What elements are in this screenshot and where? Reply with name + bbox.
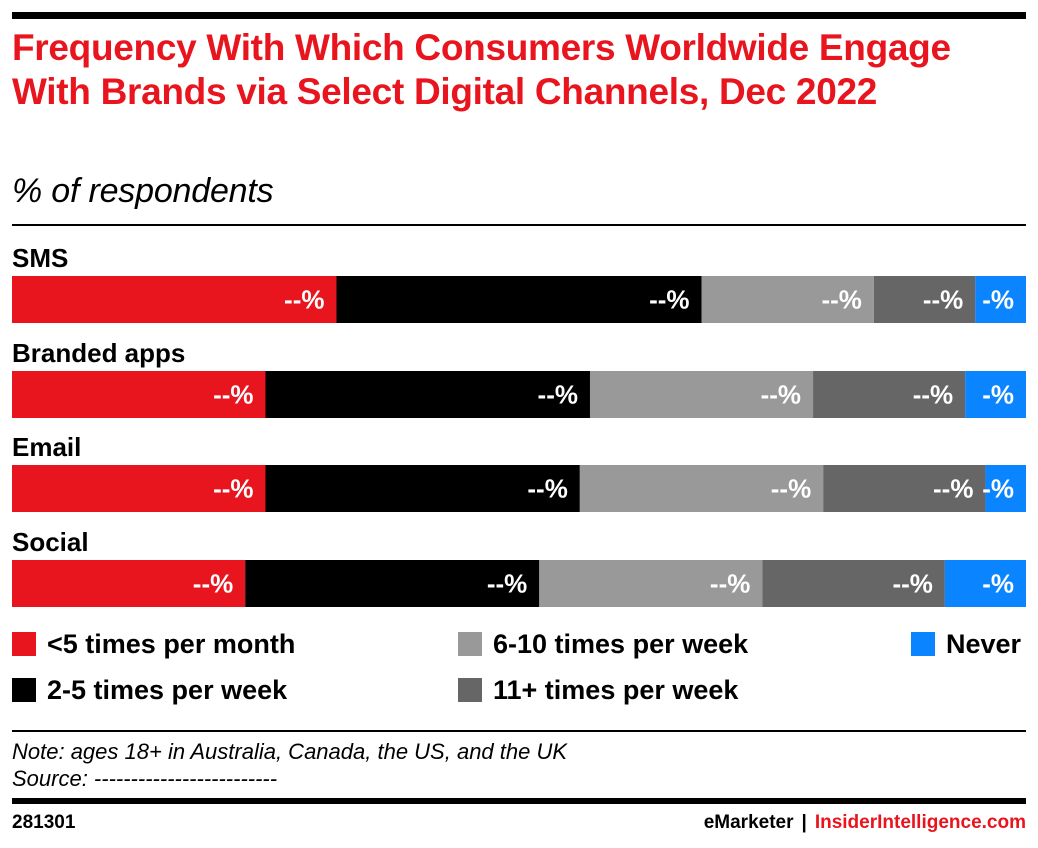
footer-divider (12, 730, 1026, 732)
legend-swatch (12, 632, 36, 656)
bar-segment (12, 560, 246, 607)
chart-subtitle: % of respondents (12, 172, 274, 210)
chart-title: Frequency With Which Consumers Worldwide… (12, 27, 951, 112)
brand-emarketer: eMarketer (703, 812, 794, 833)
data-label: --% (284, 285, 324, 315)
bar-segment (823, 465, 986, 512)
top-rule (12, 12, 1026, 19)
bar-segment (265, 371, 590, 418)
brand-footer: eMarketer | InsiderIntelligence.com (704, 812, 1026, 834)
data-label: --% (213, 380, 253, 410)
brand-separator: | (801, 812, 807, 833)
bar-segment (813, 371, 966, 418)
bar-segment (985, 465, 1026, 512)
category-label: SMS (12, 243, 68, 273)
legend-label: 2-5 times per week (47, 675, 288, 705)
legend-swatch (458, 632, 482, 656)
chart-source: Source: ------------------------- (12, 766, 278, 791)
bar-segment (589, 371, 814, 418)
data-label: --% (213, 474, 253, 504)
bar-segment (873, 276, 976, 323)
bar-segment (762, 560, 945, 607)
data-label: --% (913, 380, 953, 410)
bar-segment (701, 276, 874, 323)
data-label: --% (821, 285, 861, 315)
bar-segment (944, 560, 1026, 607)
bar-segment (965, 371, 1026, 418)
bar-segment (12, 371, 266, 418)
legend-swatch (12, 678, 36, 702)
category-label: Social (12, 527, 89, 557)
bar-segment (12, 276, 337, 323)
data-label: --% (649, 285, 689, 315)
bar-segment (12, 465, 266, 512)
data-label: -% (982, 380, 1014, 410)
bar-segment (539, 560, 763, 607)
category-label: Email (12, 432, 81, 462)
data-label: --% (923, 285, 963, 315)
data-label: --% (487, 569, 527, 599)
bar-segment (265, 465, 580, 512)
data-label: --% (771, 474, 811, 504)
bar-segment (245, 560, 540, 607)
category-label: Branded apps (12, 338, 185, 368)
data-label: -% (982, 569, 1014, 599)
brand-insider-link[interactable]: InsiderIntelligence.com (814, 812, 1026, 833)
legend-label: 11+ times per week (493, 675, 739, 705)
data-label: -% (982, 474, 1014, 504)
bar-segment (336, 276, 702, 323)
chart-id: 281301 (12, 812, 76, 833)
data-label: --% (933, 474, 973, 504)
data-label: --% (892, 569, 932, 599)
data-label: --% (193, 569, 233, 599)
legend-swatch (458, 678, 482, 702)
data-label: --% (538, 380, 578, 410)
header-divider (12, 224, 1026, 226)
stacked-bar-chart: SMS --% --% --% --% -% Branded apps --% --% --% --… (12, 243, 1026, 607)
legend-label: 6-10 times per week (493, 629, 749, 659)
data-label: -% (982, 285, 1014, 315)
legend-label: Never (946, 629, 1022, 659)
bar-segment (975, 276, 1026, 323)
chart-note: Note: ages 18+ in Australia, Canada, the… (12, 739, 568, 764)
bottom-rule (12, 798, 1026, 804)
data-label: --% (527, 474, 567, 504)
legend-swatch (911, 632, 935, 656)
legend-label: <5 times per month (47, 629, 296, 659)
bar-segment (579, 465, 824, 512)
data-label: --% (761, 380, 801, 410)
data-label: --% (710, 569, 750, 599)
